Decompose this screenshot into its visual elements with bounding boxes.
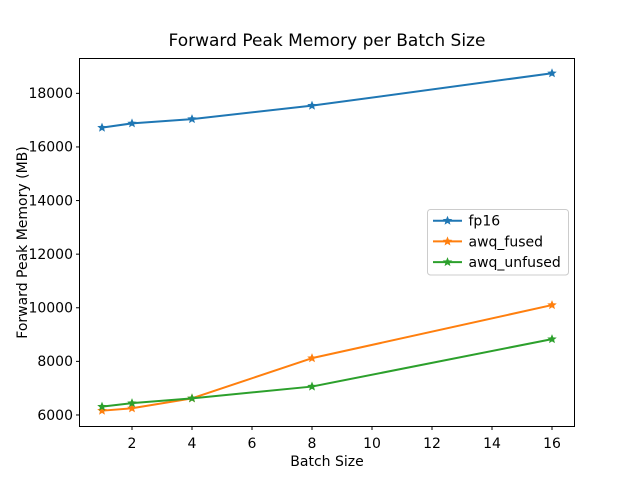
- data-point-marker-awq_unfused: [97, 401, 107, 411]
- y-tick-label: 10000: [28, 301, 73, 317]
- x-tick-label: 10: [363, 436, 381, 452]
- x-tick-label: 12: [423, 436, 441, 452]
- data-point-marker-fp16: [547, 68, 557, 78]
- x-tick-label: 6: [248, 436, 257, 452]
- data-point-marker-fp16: [127, 118, 137, 128]
- data-point-marker-awq_fused: [97, 405, 107, 415]
- data-point-marker-awq_fused: [307, 353, 317, 363]
- y-tick-label: 18000: [28, 86, 73, 102]
- data-point-marker-fp16: [187, 114, 197, 124]
- legend-marker-fp16: [442, 215, 453, 225]
- y-tick-label: 6000: [37, 408, 73, 424]
- series-layer: [97, 68, 557, 415]
- x-tick-label: 14: [483, 436, 501, 452]
- data-point-marker-awq_unfused: [547, 334, 557, 344]
- data-point-marker-awq_unfused: [187, 393, 197, 403]
- legend-label-awq_fused: awq_fused: [469, 234, 544, 250]
- plot-area-border: [79, 58, 575, 427]
- legend-label-awq_unfused: awq_unfused: [469, 255, 561, 271]
- series-line-awq_fused: [101, 304, 553, 412]
- y-tick-label: 14000: [28, 193, 73, 209]
- x-tick-label: 2: [128, 436, 137, 452]
- series-line-fp16: [101, 72, 553, 129]
- x-tick-label: 8: [308, 436, 317, 452]
- y-tick-label: 12000: [28, 247, 73, 263]
- data-point-marker-awq_unfused: [127, 398, 137, 408]
- data-point-marker-fp16: [307, 100, 317, 110]
- data-point-marker-awq_fused: [127, 403, 137, 413]
- legend-marker-awq_fused: [442, 236, 453, 246]
- legend: fp16 awq_fused awq_unfused: [427, 209, 569, 276]
- y-axis-title: Forward Peak Memory (MB): [15, 146, 31, 338]
- data-point-marker-awq_unfused: [307, 381, 317, 391]
- x-axis-title: Batch Size: [290, 454, 363, 470]
- legend-marker-awq_unfused: [442, 257, 453, 267]
- x-tick-label: 16: [543, 436, 561, 452]
- data-point-marker-awq_fused: [547, 300, 557, 310]
- chart-title: Forward Peak Memory per Batch Size: [169, 31, 486, 51]
- series-line-awq_unfused: [101, 338, 553, 408]
- axes-layer: 2 4 6 8 10 12 14 16 6000 8000 10000 12000 14000 16000…: [28, 58, 575, 452]
- legend-label-fp16: fp16: [469, 214, 501, 230]
- y-tick-label: 16000: [28, 140, 73, 156]
- y-tick-label: 8000: [37, 354, 73, 370]
- x-tick-label: 4: [188, 436, 197, 452]
- data-point-marker-fp16: [97, 122, 107, 132]
- legend-box: [427, 209, 569, 276]
